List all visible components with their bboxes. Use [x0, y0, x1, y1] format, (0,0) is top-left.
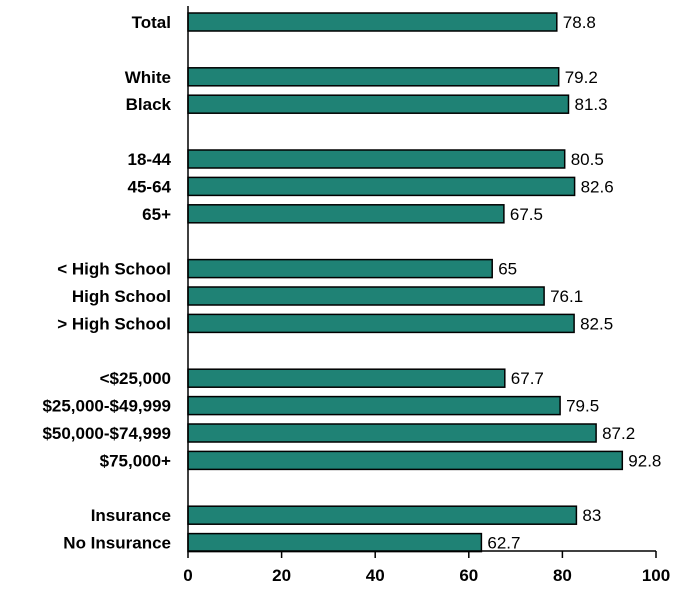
bar — [187, 532, 483, 553]
x-tick-label: 20 — [272, 566, 291, 585]
category-label: No Insurance — [63, 534, 171, 553]
data-label: 92.8 — [628, 451, 661, 470]
category-label: 18-44 — [128, 150, 172, 169]
category-label: $75,000+ — [100, 451, 171, 470]
data-label: 62.7 — [487, 534, 520, 553]
category-label: Insurance — [91, 506, 171, 525]
category-label: 45-64 — [128, 177, 172, 196]
data-label: 80.5 — [571, 150, 604, 169]
data-label: 81.3 — [575, 95, 608, 114]
category-label: Black — [126, 95, 172, 114]
bar — [187, 450, 624, 471]
bar — [187, 149, 566, 169]
category-label: < High School — [57, 260, 171, 279]
bar — [187, 12, 558, 32]
category-label: $50,000-$74,999 — [42, 424, 171, 443]
category-label: White — [125, 68, 171, 87]
x-tick-label: 100 — [642, 566, 670, 585]
category-label: $25,000-$49,999 — [42, 397, 171, 416]
bar — [187, 505, 578, 525]
bar — [187, 94, 570, 114]
data-label: 67.7 — [511, 369, 544, 388]
x-tick-label: 80 — [553, 566, 572, 585]
data-label: 79.5 — [566, 397, 599, 416]
bar — [187, 368, 506, 388]
bar — [187, 176, 576, 197]
x-tick-label: 0 — [183, 566, 192, 585]
data-label: 83 — [582, 506, 601, 525]
data-label: 65 — [498, 260, 517, 279]
bar — [187, 258, 493, 279]
bar — [187, 423, 597, 443]
category-label: High School — [72, 287, 171, 306]
x-tick-label: 40 — [366, 566, 385, 585]
x-tick-label: 60 — [459, 566, 478, 585]
bar — [187, 395, 561, 416]
data-label: 67.5 — [510, 205, 543, 224]
data-label: 87.2 — [602, 424, 635, 443]
bar — [187, 67, 560, 87]
category-label: Total — [132, 13, 171, 32]
data-label: 79.2 — [565, 68, 598, 87]
bar — [187, 286, 545, 306]
bar — [187, 204, 505, 224]
data-label: 82.6 — [581, 177, 614, 196]
data-label: 78.8 — [563, 13, 596, 32]
bar — [187, 313, 575, 334]
data-label: 82.5 — [580, 314, 613, 333]
category-label: <$25,000 — [100, 369, 171, 388]
category-label: 65+ — [142, 205, 171, 224]
category-label: > High School — [57, 314, 171, 333]
data-label: 76.1 — [550, 287, 583, 306]
